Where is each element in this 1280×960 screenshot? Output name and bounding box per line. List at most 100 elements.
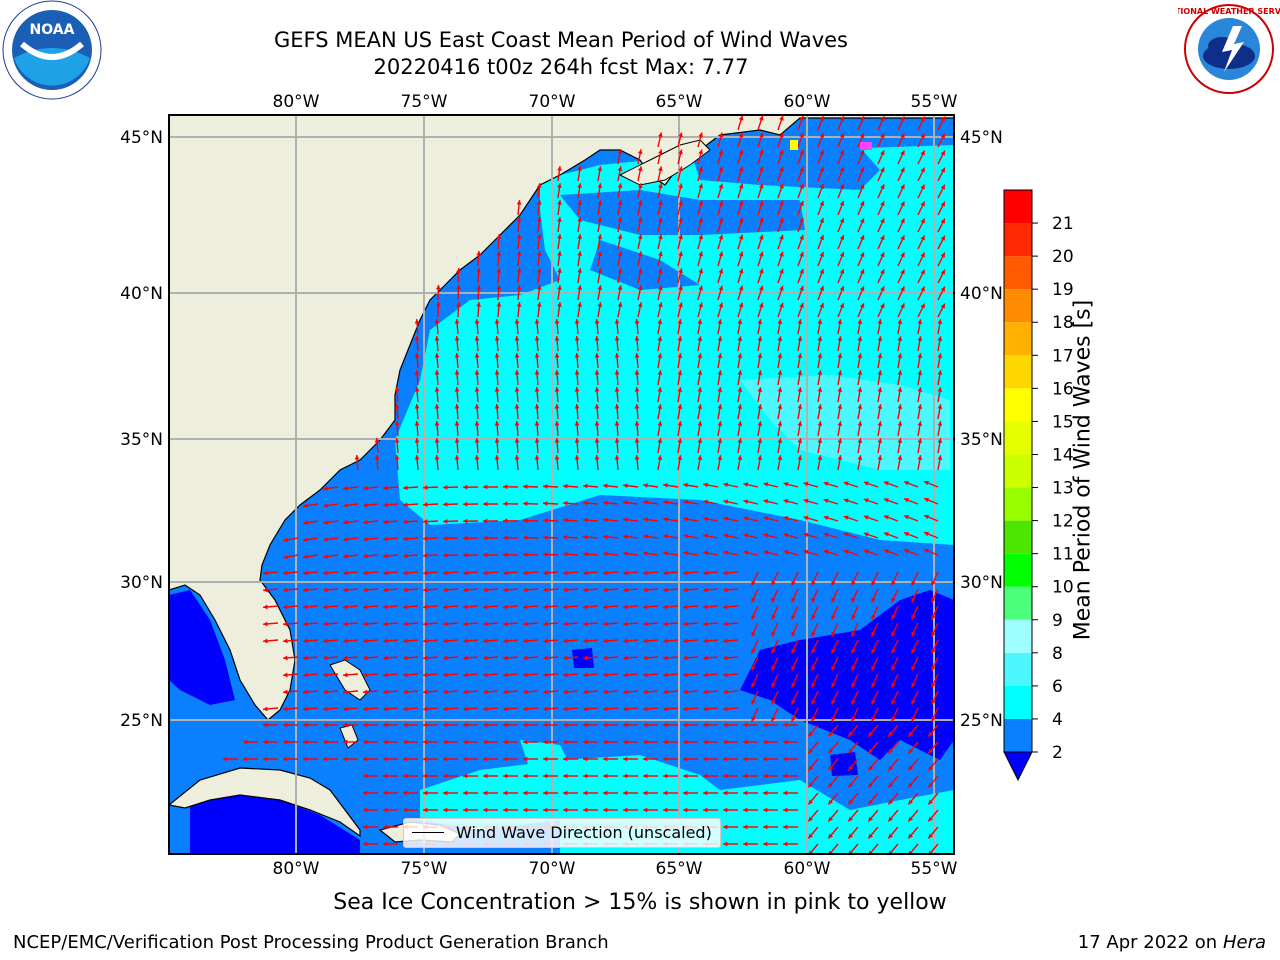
wave-direction-arrowhead [738,183,744,189]
wave-direction-arrowhead [837,387,843,392]
wave-direction-arrowhead [757,319,763,324]
wave-direction-arrowhead [703,807,708,813]
wave-direction-arrowhead [534,455,540,460]
wave-direction-arrowhead [514,421,520,426]
wave-direction-arrowhead [863,498,869,503]
wave-direction-arrowhead [799,217,804,223]
wave-direction-arrowhead [617,234,623,240]
wave-direction-arrowhead [663,499,668,505]
wave-direction-arrowhead [483,722,488,728]
wave-direction-arrowhead [643,551,648,556]
wave-direction-arrowhead [763,841,768,847]
wave-direction-arrowhead [843,532,849,538]
wave-direction-arrowhead [283,739,288,745]
wave-direction-arrowhead [658,132,663,138]
wave-direction-arrowhead [868,833,874,839]
wave-direction-arrowhead [723,516,729,522]
wave-direction-arrowhead [454,438,460,443]
wave-direction-arrowhead [583,706,588,712]
wave-direction-arrowhead [523,722,528,728]
wave-direction-arrowhead [594,387,600,392]
wave-direction-arrowhead [937,353,943,358]
wave-direction-arrowhead [908,833,914,839]
wave-direction-arrowhead [723,739,728,745]
wave-direction-arrowhead [657,319,663,324]
wave-direction-arrowhead [859,218,865,224]
wave-direction-arrowhead [783,739,788,745]
wave-direction-arrowhead [831,665,836,671]
wave-direction-arrowhead [683,807,688,813]
wave-direction-arrowhead [623,587,628,593]
wave-direction-arrowhead [908,765,914,771]
wave-direction-arrowhead [503,535,508,541]
wave-direction-arrowhead [363,756,368,762]
wave-direction-arrowhead [263,756,268,762]
wave-direction-arrowhead [940,133,945,139]
wave-direction-arrowhead [574,370,580,375]
wave-direction-arrowhead [877,370,883,375]
wave-direction-arrowhead [888,782,894,788]
wave-direction-arrowhead [483,604,488,610]
wave-direction-arrowhead [783,515,789,521]
period-below-2-patch [830,752,858,776]
wave-direction-arrowhead [637,302,643,308]
wave-direction-arrowhead [543,773,548,779]
wave-direction-arrowhead [718,268,724,274]
wave-direction-arrowhead [463,570,468,576]
wave-direction-arrowhead [683,790,688,796]
wave-direction-arrowhead [583,722,588,728]
wave-direction-arrowhead [777,319,783,324]
wave-direction-arrowhead [283,621,288,627]
wave-direction-arrowhead [703,533,709,539]
wave-direction-arrowhead [880,218,885,224]
wave-direction-arrowhead [928,731,934,737]
wave-direction-arrowhead [363,706,368,712]
wave-direction-arrowhead [897,319,903,324]
wave-direction-arrowhead [697,387,703,392]
wave-direction-arrowhead [383,739,388,745]
wave-direction-arrowhead [888,731,894,737]
wave-direction-arrowhead [554,455,560,460]
wave-direction-arrowhead [657,455,663,460]
wave-direction-arrowhead [463,706,468,712]
wave-direction-arrowhead [523,535,528,541]
colorbar-segment [1004,223,1032,257]
wave-direction-arrowhead [843,549,849,555]
wave-direction-arrowhead [503,706,508,712]
map-area [169,115,954,854]
wave-direction-arrowhead [891,614,896,620]
wave-direction-arrowhead [394,455,400,460]
wave-direction-arrowhead [283,689,288,695]
wave-direction-arrowhead [623,570,628,576]
wave-direction-arrowhead [363,519,368,525]
wave-direction-arrowhead [683,621,688,627]
wave-direction-arrowhead [543,706,548,712]
wave-direction-arrowhead [363,587,368,593]
wave-direction-arrowhead [683,739,688,745]
wave-direction-arrowhead [403,790,408,796]
wave-direction-arrowhead [363,841,368,847]
wave-direction-arrowhead [779,183,784,189]
wave-direction-arrowhead [414,438,420,443]
wave-direction-arrowhead [751,631,756,637]
wave-direction-arrowhead [871,699,876,705]
wave-direction-arrowhead [917,404,923,409]
wave-direction-arrowhead [474,455,480,460]
wave-direction-arrowhead [859,150,865,156]
wave-direction-arrowhead [554,404,560,409]
wave-direction-arrowhead [851,648,856,654]
wave-direction-arrowhead [494,336,500,341]
wave-direction-arrowhead [743,533,749,538]
wave-direction-arrowhead [771,665,776,671]
period-2-4-patch [590,240,700,290]
wave-direction-arrowhead [839,252,845,258]
wave-direction-arrowhead [603,483,608,489]
period-2-4-patch [690,125,880,190]
wave-direction-arrowhead [924,480,930,486]
wave-direction-arrowhead [643,655,648,661]
wave-direction-arrowhead [443,689,448,695]
lon-tick-label: 75°W [401,92,448,112]
wave-direction-arrowhead [859,184,865,190]
wave-direction-arrowhead [423,790,428,796]
wave-direction-arrowhead [597,268,603,273]
